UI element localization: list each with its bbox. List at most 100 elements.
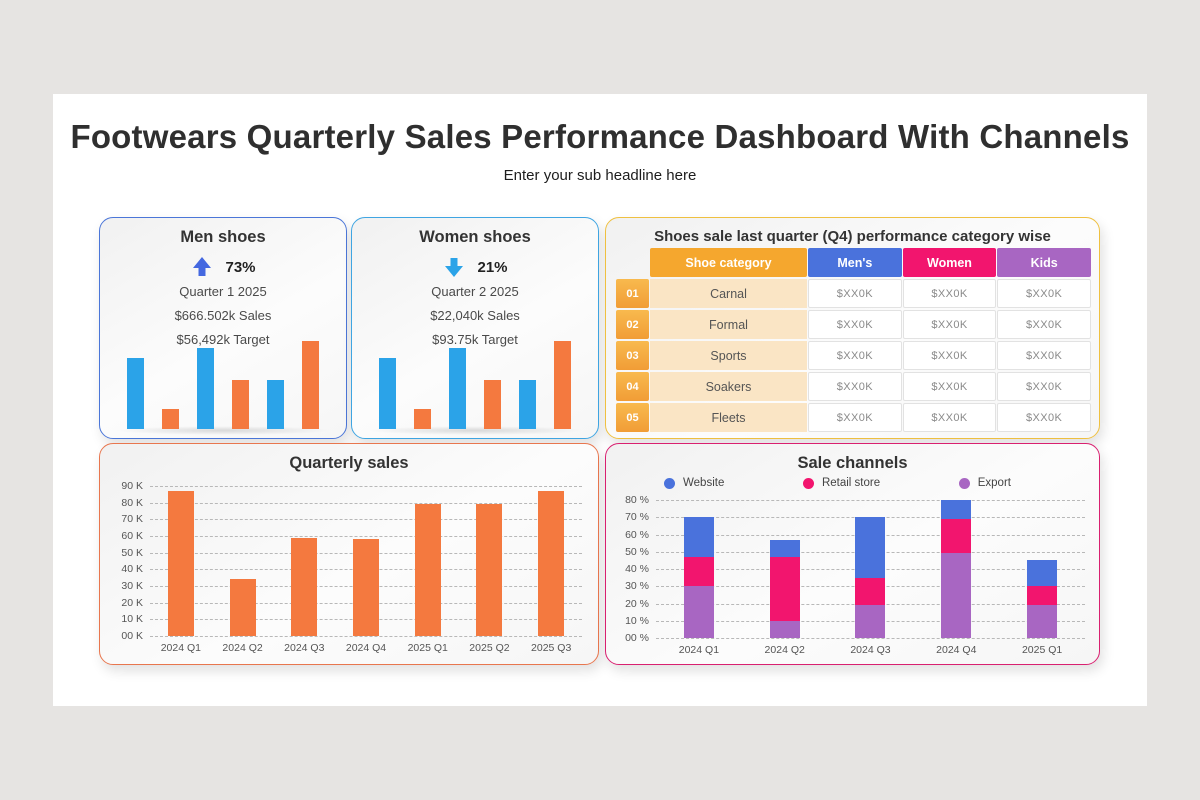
- table-value-cell: $XX0K: [902, 310, 997, 339]
- table-value-cell: $XX0K: [808, 372, 902, 401]
- women-quarter-label: Quarter 2 2025: [431, 284, 519, 299]
- table-value-cell: $XX0K: [902, 341, 997, 370]
- table-value-cell: $XX0K: [997, 403, 1091, 432]
- bar-segment-retail-store: [683, 556, 714, 587]
- table-category-cell: Fleets: [650, 403, 807, 432]
- women-trend-row: 21%: [352, 255, 598, 279]
- stacked-bar: [683, 500, 714, 638]
- x-axis-tick: 2025 Q1: [407, 642, 448, 654]
- legend-item: Export: [958, 477, 1011, 489]
- table-category-cell: Sports: [650, 341, 807, 370]
- mini-bar-column: [545, 341, 580, 429]
- bar-segment-website: [941, 500, 972, 519]
- table-row-number: 05: [616, 403, 649, 432]
- quarterly-sales-title: Quarterly sales: [289, 454, 409, 472]
- men-mini-bar-chart: [118, 341, 328, 429]
- y-axis-tick: 60 K: [121, 530, 143, 542]
- mini-bar-column: [440, 341, 475, 429]
- men-quarter-label: Quarter 1 2025: [179, 284, 267, 299]
- table-header-cell: Shoe category: [650, 248, 807, 277]
- mini-chart-floor-shadow: [114, 426, 332, 435]
- legend-label: Retail store: [821, 477, 881, 489]
- y-axis-tick: 00 %: [625, 632, 649, 644]
- y-axis-tick: 80 %: [625, 494, 649, 506]
- men-shoes-card: Men shoes 73% Quarter 1 2025 $666.502k S…: [99, 217, 347, 439]
- table-value-cell: $XX0K: [902, 403, 997, 432]
- men-sales-value: $666.502k Sales: [174, 308, 272, 323]
- table-value-cell: $XX0K: [997, 372, 1091, 401]
- category-table-title: Shoes sale last quarter (Q4) performance…: [654, 228, 1051, 245]
- bar-segment-export: [1027, 605, 1058, 638]
- table-row-number: 01: [616, 279, 649, 308]
- mini-bar: [554, 341, 571, 429]
- women-target-value: $93.75k Target: [432, 332, 518, 347]
- stacked-bar: [855, 500, 886, 638]
- gridline: [150, 636, 582, 637]
- table-value-cell: $XX0K: [997, 279, 1091, 308]
- bar-column: [520, 486, 582, 636]
- bar-segment-website: [1027, 560, 1058, 587]
- table-value-cell: $XX0K: [808, 403, 902, 432]
- bar: [538, 491, 565, 636]
- table-value-cell: $XX0K: [808, 310, 902, 339]
- table-value-cell: $XX0K: [808, 279, 902, 308]
- mini-bar-column: [293, 341, 328, 429]
- table-row-number: 02: [616, 310, 649, 339]
- quarterly-sales-chart: 90 K 80 K 70 K 60 K 50 K 40 K 30 K 20 K 10 K 00 K…: [112, 480, 582, 656]
- dashboard-slide: Footwears Quarterly Sales Performance Da…: [53, 94, 1147, 706]
- mini-bar: [162, 408, 179, 429]
- women-sales-value: $22,040k Sales: [430, 308, 520, 323]
- legend-label: Export: [977, 477, 1011, 489]
- gridline: [656, 500, 1085, 501]
- mini-bar: [519, 379, 536, 429]
- bars-layer: [656, 500, 1085, 638]
- sale-channels-card: Sale channels Website Retail store Export …: [605, 443, 1100, 665]
- bar: [229, 579, 256, 636]
- table-header-cell: Men's: [808, 248, 902, 277]
- gridline: [150, 486, 582, 487]
- legend-item: Retail store: [802, 477, 881, 489]
- legend-dot-icon: [664, 477, 675, 489]
- stacked-bar: [1027, 500, 1058, 638]
- y-axis-tick: 60 %: [625, 528, 649, 541]
- arrow-down-icon: [445, 258, 464, 277]
- gridline: [656, 638, 1085, 639]
- bar-segment-retail-store: [769, 556, 800, 621]
- sale-channels-title: Sale channels: [797, 454, 908, 472]
- bar-segment-website: [683, 517, 714, 557]
- quarterly-sales-card: Quarterly sales 90 K 80 K 70 K 60 K 50 K 40 K…: [99, 443, 599, 665]
- bar-segment-retail-store: [855, 577, 886, 606]
- mini-bar: [267, 379, 284, 429]
- mini-bar-column: [258, 341, 293, 429]
- mini-bar: [484, 379, 501, 429]
- mini-bar-column: [223, 341, 258, 429]
- legend-dot-icon: [802, 477, 814, 489]
- table-value-cell: $XX0K: [808, 341, 902, 370]
- legend-label: Website: [683, 477, 725, 489]
- table-category-cell: Carnal: [650, 279, 807, 308]
- table-row-number: 04: [616, 372, 649, 401]
- legend-dot-icon: [958, 477, 970, 489]
- table-header-spacer: [616, 248, 649, 277]
- bar: [167, 491, 194, 636]
- table-value-cell: $XX0K: [997, 310, 1091, 339]
- table-value-cell: $XX0K: [902, 372, 997, 401]
- stacked-bar: [941, 500, 972, 638]
- bar: [353, 539, 380, 636]
- category-performance-table: Shoe category Men's Women Kids 01 Carnal $XX0K…: [616, 248, 1091, 432]
- mini-bar: [449, 348, 466, 429]
- mini-bar: [197, 348, 214, 429]
- y-axis-tick: 00 K: [121, 630, 143, 642]
- x-axis-tick: 2024 Q3: [850, 644, 891, 656]
- mini-bar-column: [153, 341, 188, 429]
- y-axis-tick: 40 K: [121, 563, 143, 576]
- bar-segment-export: [683, 586, 714, 638]
- mini-bar-column: [405, 341, 440, 429]
- bar-column: [913, 500, 999, 638]
- mini-bar-column: [188, 341, 223, 429]
- x-axis-tick: 2024 Q3: [284, 642, 325, 654]
- men-trend-row: 73%: [100, 255, 346, 279]
- mini-bar-column: [510, 341, 545, 429]
- page-subtitle: Enter your sub headline here: [503, 167, 697, 184]
